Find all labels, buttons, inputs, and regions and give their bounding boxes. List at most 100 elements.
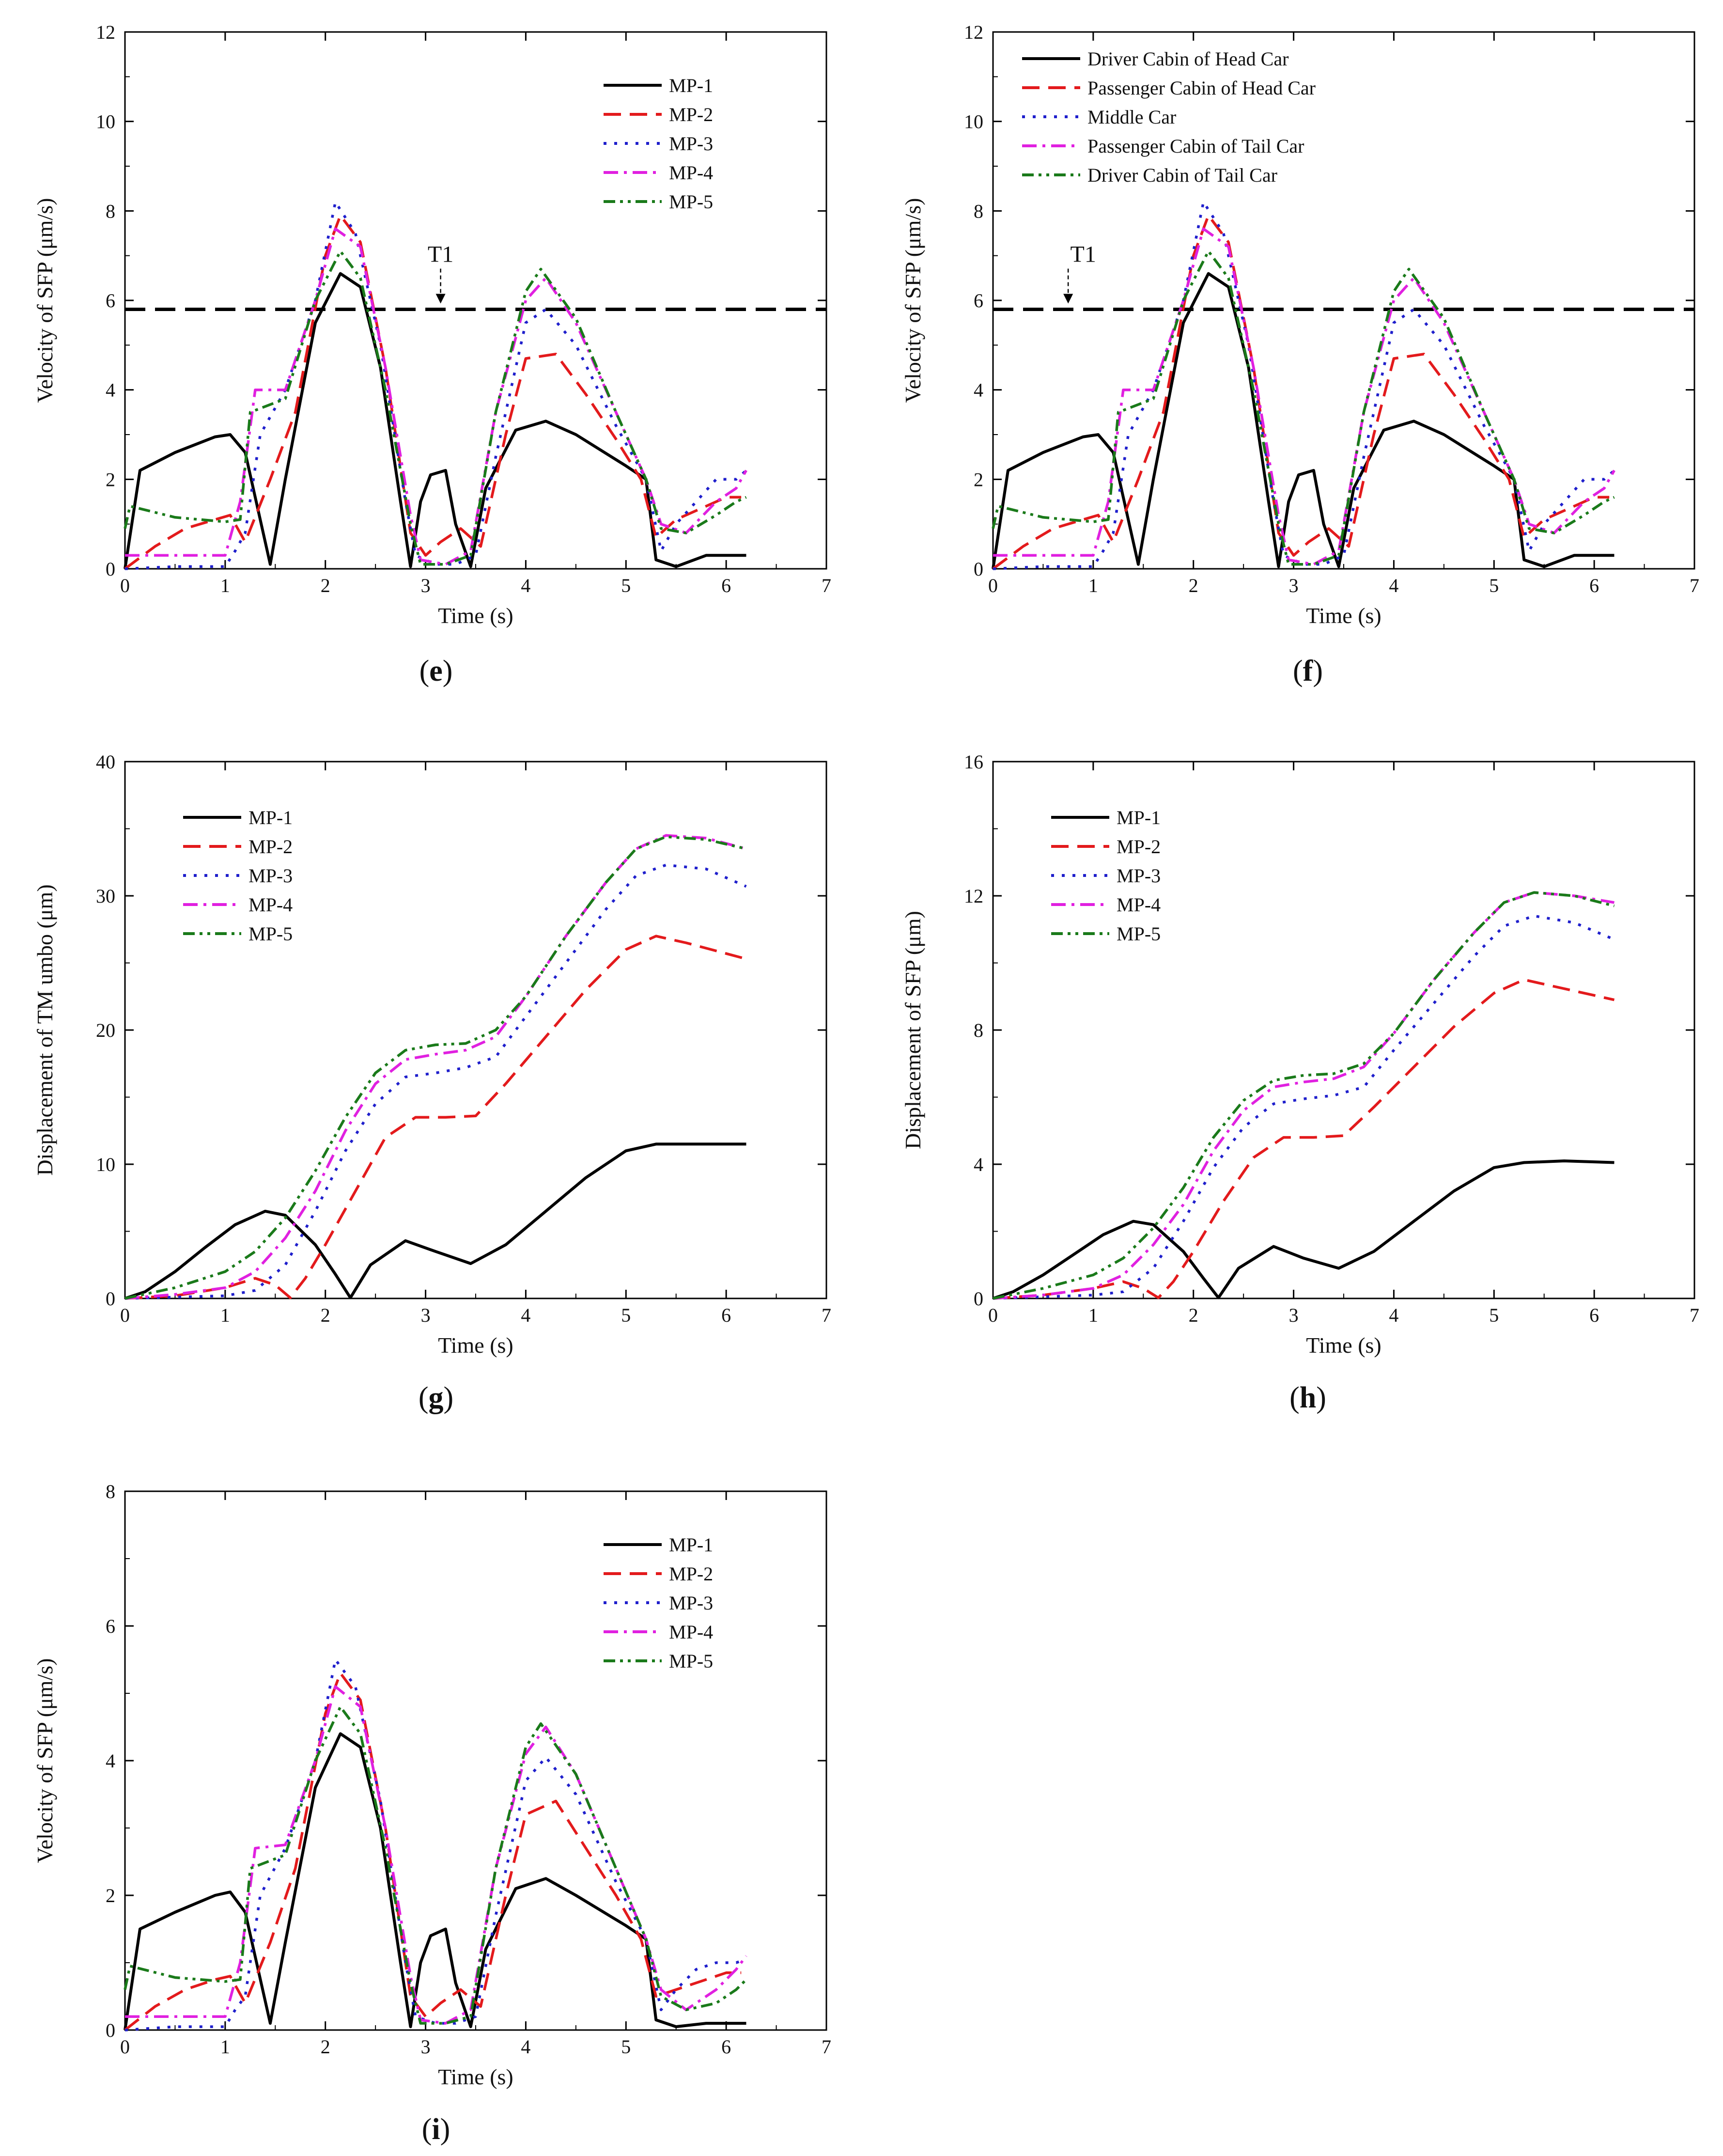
x-tick-label: 0 [120,2036,130,2058]
threshold-label: T1 [1071,241,1096,267]
y-tick-label: 10 [96,1154,115,1175]
x-axis-label: Time (s) [438,2064,513,2089]
y-tick-label: 8 [106,1481,115,1502]
y-tick-label: 2 [106,1885,115,1906]
threshold-arrowhead [435,294,446,304]
panel-caption-letter: i [432,2113,440,2146]
series-line-mp-1 [993,1159,1614,1300]
series-line-mp-4 [125,227,747,566]
y-tick-label: 12 [96,21,115,43]
y-axis-label: Displacement of TM umbo (μm) [32,884,57,1175]
y-tick-label: 0 [106,2019,115,2041]
panel-caption-letter: g [429,1381,444,1414]
plot-frame [124,1490,827,2031]
series-line-mp-3 [993,201,1615,570]
x-axis-label: Time (s) [1306,603,1382,628]
x-axis-label: Time (s) [438,1333,513,1358]
legend-label: MP-2 [669,1563,713,1585]
x-tick-label: 1 [220,1304,230,1326]
panel-caption: (f) [1293,655,1323,687]
x-tick-label: 5 [621,1304,631,1326]
y-tick-label: 0 [974,1288,983,1310]
y-tick-label: 0 [106,558,115,580]
legend-label: MP-1 [1117,807,1161,828]
x-tick-label: 1 [1088,575,1098,596]
x-tick-label: 4 [1389,575,1398,596]
series-line-mp-5 [124,1705,747,2025]
legend-label: MP-3 [669,133,713,155]
y-tick-label: 4 [974,379,983,401]
x-tick-label: 1 [220,2036,230,2058]
legend-label: MP-4 [1117,894,1161,916]
y-tick-label: 16 [964,751,983,773]
y-tick-label: 6 [106,290,115,312]
x-tick-label: 6 [1589,1304,1599,1326]
x-tick-label: 3 [421,2036,431,2058]
legend-label: MP-1 [669,75,713,96]
panel-caption-letter: e [429,655,443,687]
series-line-mp-3 [993,914,1615,1300]
y-axis-label: Velocity of SFP (μm/s) [900,198,925,403]
x-tick-label: 5 [621,2036,631,2058]
x-tick-label: 5 [621,575,631,596]
legend-label: MP-2 [1117,836,1161,858]
panel-caption: (i) [422,2113,450,2146]
panel-caption: (g) [419,1381,453,1414]
x-tick-label: 5 [1489,575,1499,596]
legend-label: MP-5 [669,191,713,213]
series-line-mp-4 [125,1685,747,2025]
x-tick-label: 7 [822,2036,831,2058]
y-tick-label: 12 [964,885,983,907]
plot-frame [992,761,1695,1299]
y-tick-label: 2 [974,469,983,490]
y-tick-label: 30 [96,885,115,907]
series-line-mp-1 [992,272,1614,569]
series-line-mp-2 [124,935,747,1300]
y-tick-label: 8 [974,200,983,222]
x-tick-label: 7 [822,575,831,596]
legend-label: MP-4 [248,894,293,916]
y-tick-label: 2 [106,469,115,490]
legend-label: Middle Car [1087,106,1176,128]
legend-label: MP-4 [669,162,713,184]
series-line-mp-5 [124,250,747,566]
x-tick-label: 3 [1289,1304,1299,1326]
x-tick-label: 5 [1489,1304,1499,1326]
x-tick-label: 4 [521,1304,530,1326]
y-tick-label: 0 [106,1288,115,1310]
series-line-mp-1 [124,272,746,569]
y-tick-label: 4 [974,1154,983,1175]
series-line-mp-2 [993,978,1615,1300]
y-tick-label: 0 [974,558,983,580]
x-tick-label: 6 [721,1304,731,1326]
y-axis-label: Velocity of SFP (μm/s) [32,198,57,403]
x-tick-label: 2 [321,575,330,596]
series-line-mp-4 [124,834,747,1300]
series-line-mp-5 [124,835,747,1300]
legend-label: Passenger Cabin of Tail Car [1087,135,1304,157]
x-tick-label: 0 [988,575,998,596]
y-axis-label: Displacement of SFP (μm) [900,911,925,1149]
series-line-mp-4 [993,891,1614,1300]
legend-label: MP-5 [248,923,293,945]
x-tick-label: 2 [321,1304,330,1326]
x-tick-label: 3 [421,575,431,596]
threshold-label: T1 [428,241,453,267]
x-tick-label: 0 [120,1304,130,1326]
x-tick-label: 7 [1690,1304,1699,1326]
x-tick-label: 2 [1189,1304,1198,1326]
x-tick-label: 2 [1189,575,1198,596]
series-line-mp-2 [124,1672,742,2031]
y-tick-label: 8 [974,1019,983,1041]
y-tick-label: 6 [106,1615,115,1637]
x-tick-label: 0 [988,1304,998,1326]
legend-label: MP-1 [669,1534,713,1556]
series-line-mp-3 [124,863,747,1300]
series-line-mp-5 [993,891,1615,1300]
y-tick-label: 6 [974,290,983,312]
y-tick-label: 20 [96,1019,115,1041]
series-line-mp-5 [992,250,1615,566]
